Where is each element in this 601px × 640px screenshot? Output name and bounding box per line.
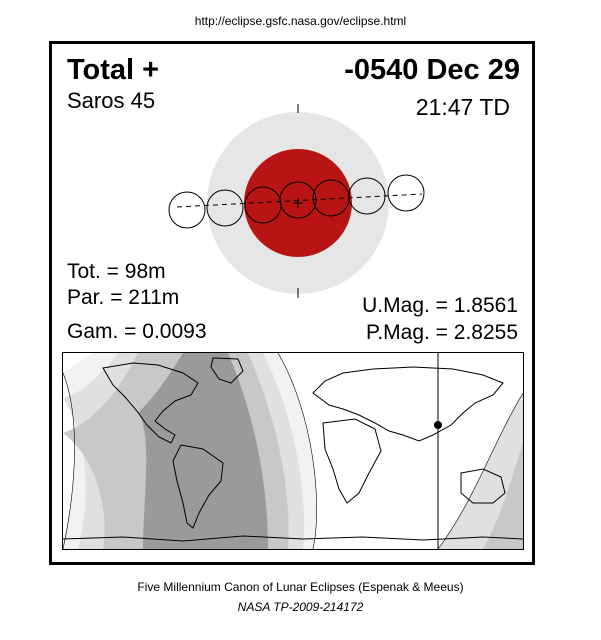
moon-position-p1 bbox=[168, 191, 206, 229]
eclipse-date: -0540 Dec 29 bbox=[344, 54, 520, 86]
umbral-magnitude: U.Mag. = 1.8561 bbox=[362, 294, 518, 317]
eclipse-type: Total + bbox=[67, 54, 160, 86]
australia-outline bbox=[460, 468, 506, 504]
zone-boundary-1 bbox=[63, 372, 75, 549]
europe-asia-outline bbox=[312, 366, 504, 442]
africa-outline bbox=[322, 418, 382, 504]
north-america-outline bbox=[102, 362, 199, 444]
partial-duration: Par. = 211m bbox=[67, 286, 180, 309]
publication-id: NASA TP-2009-214172 bbox=[237, 600, 364, 614]
moon-position-p2 bbox=[206, 189, 244, 227]
eclipse-panel: Total + Saros 45 -0540 Dec 29 21:47 TD T… bbox=[49, 41, 535, 565]
zone-east-partial bbox=[483, 443, 523, 549]
eclipse-geometry-diagram bbox=[168, 104, 425, 298]
canon-citation: Five Millennium Canon of Lunar Eclipses … bbox=[137, 580, 464, 594]
source-url[interactable]: http://eclipse.gsfc.nasa.gov/eclipse.htm… bbox=[194, 14, 407, 28]
total-duration: Tot. = 98m bbox=[67, 260, 166, 283]
zone-boundary-3 bbox=[437, 392, 523, 549]
moon-position-p4 bbox=[387, 174, 425, 212]
moon-position-max bbox=[279, 181, 317, 219]
gamma-value: Gam. = 0.0093 bbox=[67, 320, 207, 343]
zone-total bbox=[138, 353, 268, 549]
moon-path-line bbox=[176, 193, 423, 208]
sub-lunar-point-marker bbox=[434, 421, 442, 429]
zone-boundary-2 bbox=[277, 353, 317, 549]
greenland-outline bbox=[210, 357, 244, 384]
eclipse-time: 21:47 TD bbox=[415, 94, 510, 120]
moon-position-p3 bbox=[348, 177, 386, 215]
saros-label: Saros 45 bbox=[67, 88, 156, 113]
visibility-map bbox=[62, 352, 524, 550]
penumbral-magnitude: P.Mag. = 2.8255 bbox=[366, 321, 518, 344]
antarctica-outline bbox=[63, 535, 523, 542]
south-america-outline bbox=[172, 444, 224, 529]
world-map bbox=[63, 353, 523, 549]
